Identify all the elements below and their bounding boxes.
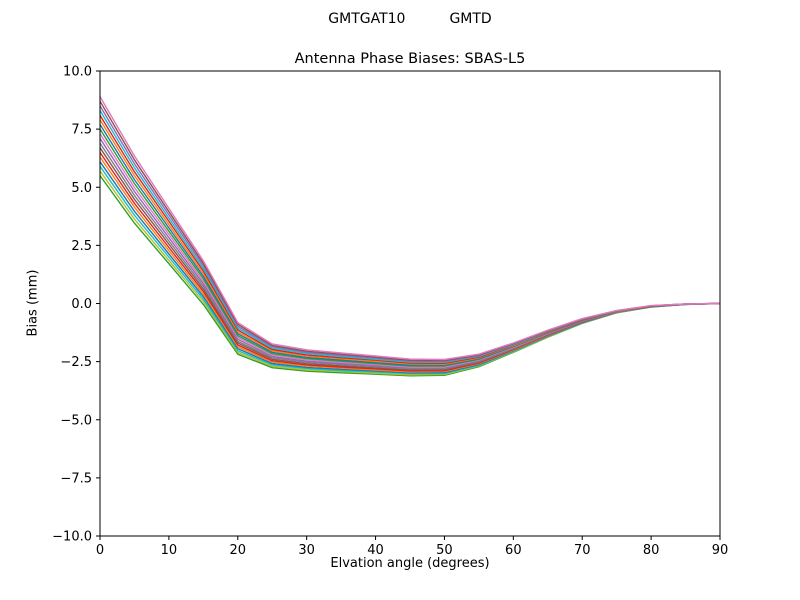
x-tick-label: 60 xyxy=(505,543,522,558)
bias-line xyxy=(99,119,721,365)
x-axis-label: Elvation angle (degrees) xyxy=(330,556,490,571)
x-tick-label: 80 xyxy=(643,543,660,558)
chart-title: Antenna Phase Biases: SBAS-L5 xyxy=(294,51,526,67)
y-tick-label: −2.5 xyxy=(60,355,92,370)
y-tick-label: −7.5 xyxy=(60,471,92,486)
x-tick-label: 30 xyxy=(298,543,315,558)
x-axis-ticks: 0 10 20 30 40 50 60 70 80 90 xyxy=(96,536,728,558)
header-left-label: GMTGAT10 xyxy=(328,11,406,27)
y-tick-label: 10.0 xyxy=(63,65,92,80)
figure-header: GMTGAT10 GMTD xyxy=(100,10,720,28)
bias-line xyxy=(99,96,721,361)
series-lines xyxy=(99,96,721,377)
y-tick-label: −10.0 xyxy=(52,530,92,545)
plot-border xyxy=(99,70,721,537)
bias-line xyxy=(99,105,721,363)
y-tick-label: −5.0 xyxy=(60,413,92,428)
x-tick-label: 90 xyxy=(712,543,729,558)
x-tick-label: 0 xyxy=(96,543,104,558)
y-tick-label: 7.5 xyxy=(71,123,92,138)
y-tick-label: 2.5 xyxy=(71,239,92,254)
bias-line xyxy=(99,114,721,364)
bias-line xyxy=(99,110,721,363)
y-axis-label: Bias (mm) xyxy=(25,269,41,337)
x-tick-label: 40 xyxy=(367,543,384,558)
header-right-label: GMTD xyxy=(449,11,492,27)
x-tick-label: 20 xyxy=(230,543,247,558)
x-tick-label: 10 xyxy=(161,543,178,558)
y-tick-label: 5.0 xyxy=(71,181,92,196)
x-tick-label: 50 xyxy=(436,543,453,558)
y-tick-label: 0.0 xyxy=(71,297,92,312)
x-tick-label: 70 xyxy=(574,543,591,558)
y-axis-ticks: 10.0 7.5 5.0 2.5 0.0 −2.5 −5.0 −7.5 −10.0 xyxy=(52,65,100,545)
bias-line xyxy=(99,100,721,362)
